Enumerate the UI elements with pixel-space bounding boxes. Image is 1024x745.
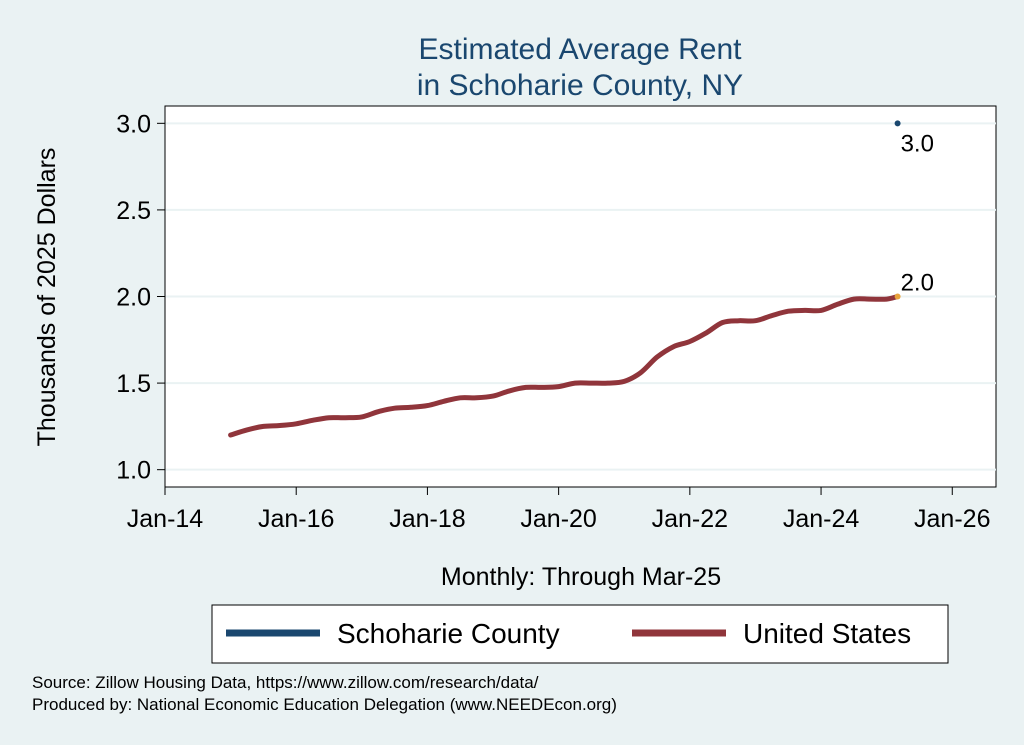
legend: Schoharie County United States <box>211 604 949 664</box>
y-tick-label: 3.0 <box>116 110 151 138</box>
x-tick-label: Jan-16 <box>258 505 334 533</box>
source-note: Source: Zillow Housing Data, https://www… <box>32 673 539 692</box>
x-tick-label: Jan-24 <box>783 505 860 533</box>
y-tick-label: 1.0 <box>116 457 151 485</box>
x-tick-label: Jan-14 <box>127 505 204 533</box>
y-axis-title: Thousands of 2025 Dollars <box>33 148 61 447</box>
y-tick-label: 2.5 <box>116 197 151 225</box>
legend-label-united-states: United States <box>743 618 911 649</box>
producer-note: Produced by: National Economic Education… <box>32 695 617 714</box>
legend-label-schoharie-county: Schoharie County <box>337 618 560 649</box>
x-tick-label: Jan-26 <box>914 505 990 533</box>
y-tick-label: 2.0 <box>116 284 151 312</box>
legend-box <box>211 604 949 664</box>
series-end-point-united-states <box>894 293 901 300</box>
y-tick-label: 1.5 <box>116 370 151 398</box>
x-tick-label: Jan-22 <box>652 505 728 533</box>
x-axis-title: Monthly: Through Mar-25 <box>441 563 721 591</box>
data-label-schoharie-county: 3.0 <box>901 130 934 157</box>
chart-title-line-1: Estimated Average Rent <box>419 33 743 66</box>
x-tick-label: Jan-18 <box>389 505 465 533</box>
chart-title-line-2: in Schoharie County, NY <box>417 69 743 102</box>
data-label-united-states: 2.0 <box>901 270 934 297</box>
y-axis: 1.0 1.5 2.0 2.5 3.0 <box>116 106 166 487</box>
series-end-point-schoharie-county <box>894 120 901 127</box>
x-tick-label: Jan-20 <box>520 505 596 533</box>
series-layer: 3.0 2.0 <box>228 120 934 438</box>
x-axis: Jan-14 Jan-16 Jan-18 Jan-20 Jan-22 Jan-24 Jan-… <box>127 486 996 533</box>
series-line-united-states <box>228 294 901 438</box>
